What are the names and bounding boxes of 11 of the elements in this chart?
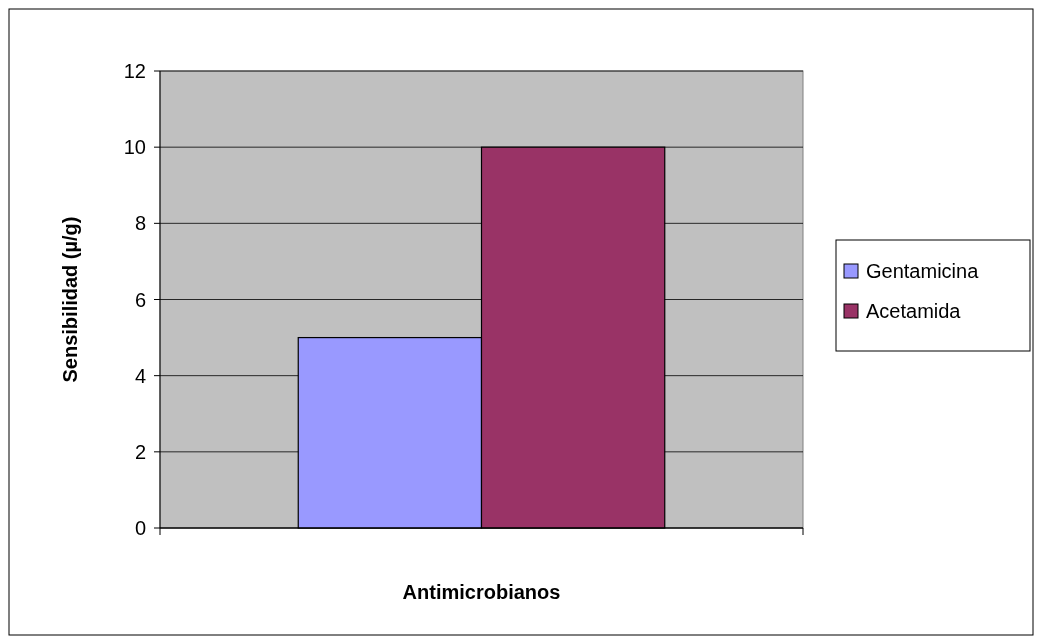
y-tick-label: 4 <box>134 364 146 387</box>
y-tick-label: 2 <box>134 440 146 463</box>
y-tick-label: 12 <box>123 60 146 82</box>
y-axis-title: Sensibilidad (µ/g) <box>59 216 81 383</box>
y-tick-label: 10 <box>123 136 146 159</box>
x-axis-title: Antimicrobianos <box>402 581 561 603</box>
y-tick-label: 0 <box>134 517 146 539</box>
legend-label: Gentamicina <box>866 260 980 282</box>
y-tick-label: 8 <box>134 212 146 235</box>
legend-label: Acetamida <box>866 300 962 322</box>
y-tick-label: 6 <box>134 288 146 311</box>
